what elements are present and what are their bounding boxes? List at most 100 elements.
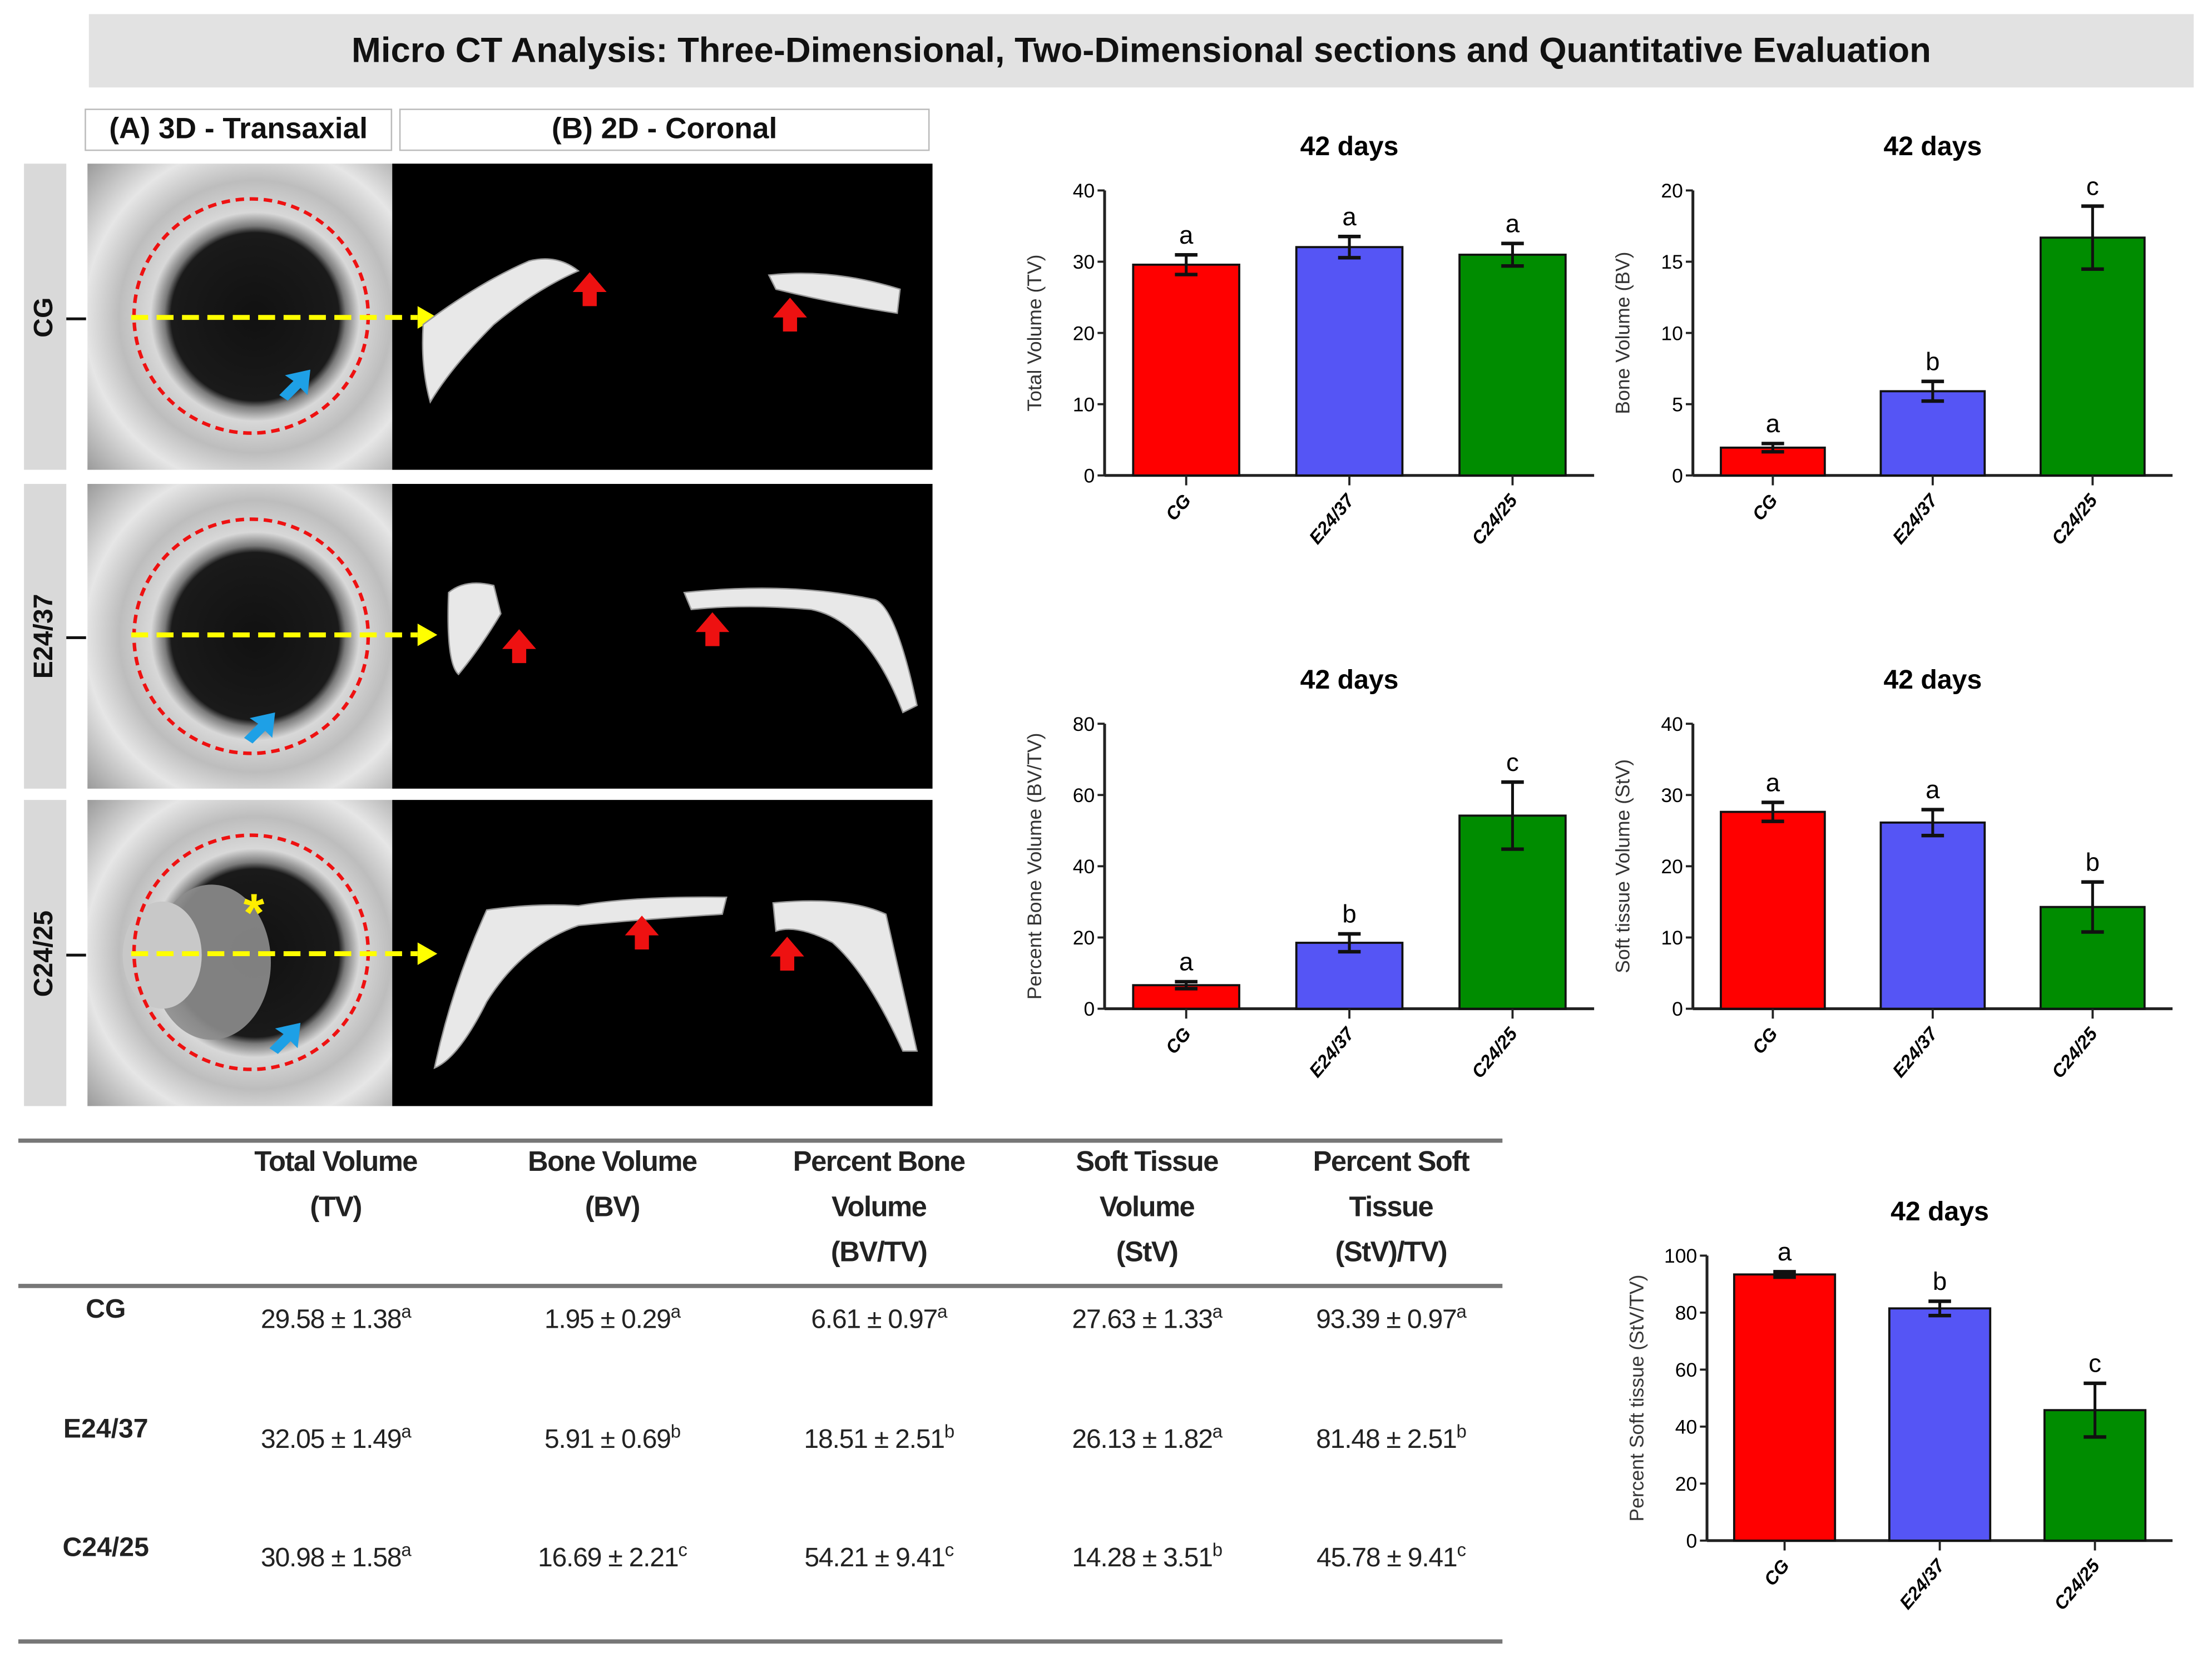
y-tick-label: 20 bbox=[1661, 855, 1683, 878]
y-tick-label: 40 bbox=[1073, 855, 1095, 878]
cell-value: 14.28 ± 3.51 bbox=[1072, 1544, 1213, 1574]
significance-superscript: a bbox=[1212, 1300, 1223, 1322]
table-cell: 27.63 ± 1.33a bbox=[1020, 1301, 1274, 1337]
section-arrow-icon bbox=[417, 306, 438, 329]
y-tick-label: 10 bbox=[1661, 927, 1683, 949]
x-tick-label: C24/25 bbox=[1467, 1023, 1521, 1082]
row-header: E24/37 bbox=[63, 1415, 149, 1445]
row-header: CG bbox=[86, 1295, 126, 1325]
y-tick-label: 40 bbox=[1661, 713, 1683, 735]
y-axis-label: Bone Volume (BV) bbox=[1612, 252, 1634, 414]
column-header: (StV) bbox=[1116, 1237, 1179, 1269]
x-tick-label: E24/37 bbox=[1305, 489, 1359, 548]
y-tick-label: 60 bbox=[1073, 784, 1095, 807]
row-tick bbox=[66, 316, 86, 320]
significance-letter: c bbox=[2089, 1349, 2101, 1378]
x-tick-label: C24/25 bbox=[2050, 1555, 2104, 1614]
blue-arrow-icon bbox=[244, 712, 275, 744]
table-bottom-rule bbox=[18, 1639, 1503, 1644]
bar-chart-2: 42 days Bone Volume (BV) 0 5 10 15 20 a CG b E24/3… bbox=[1608, 120, 2200, 572]
asterisk-marker: * bbox=[244, 883, 265, 943]
column-header: Tissue bbox=[1349, 1192, 1434, 1224]
column-header: Total Volume bbox=[254, 1147, 418, 1178]
chart-title: 42 days bbox=[1883, 131, 1982, 161]
table-cell: 1.95 ± 0.29a bbox=[486, 1301, 740, 1337]
column-header: Volume bbox=[832, 1192, 927, 1224]
cell-value: 81.48 ± 2.51 bbox=[1316, 1425, 1457, 1455]
bone-fragment bbox=[447, 582, 502, 676]
significance-superscript: a bbox=[670, 1300, 681, 1322]
significance-letter: a bbox=[1766, 409, 1780, 438]
x-tick-label: CG bbox=[1161, 1023, 1195, 1058]
table-cell: 5.91 ± 0.69b bbox=[486, 1421, 740, 1456]
table-header-rule bbox=[18, 1284, 1503, 1288]
x-tick-label: C24/25 bbox=[1467, 490, 1521, 549]
significance-superscript: a bbox=[401, 1300, 411, 1322]
y-tick-label: 0 bbox=[1083, 464, 1095, 487]
x-tick-label: CG bbox=[1748, 1023, 1782, 1058]
y-tick-label: 20 bbox=[1073, 927, 1095, 949]
table-top-rule bbox=[18, 1138, 1503, 1143]
bar-chart-1: 42 days Total Volume (TV) 0 10 20 30 40 a CG a E24… bbox=[1016, 120, 1622, 572]
panel-label-2d: (B) 2D - Coronal bbox=[399, 108, 930, 151]
table-cell: 16.69 ± 2.21c bbox=[486, 1539, 740, 1575]
y-tick-label: 10 bbox=[1073, 393, 1095, 416]
significance-letter: a bbox=[1766, 768, 1780, 797]
row-tick bbox=[66, 636, 86, 639]
significance-letter: c bbox=[1506, 748, 1519, 776]
bar bbox=[1879, 390, 1986, 477]
cell-value: 5.91 ± 0.69 bbox=[544, 1425, 671, 1455]
column-header: Percent Bone bbox=[793, 1147, 966, 1178]
chart-title: 42 days bbox=[1300, 665, 1399, 695]
cell-value: 18.51 ± 2.51 bbox=[804, 1425, 945, 1455]
bar bbox=[1295, 246, 1404, 477]
bar bbox=[2040, 236, 2146, 477]
column-header: Soft Tissue bbox=[1076, 1147, 1219, 1178]
cell-value: 26.13 ± 1.82 bbox=[1072, 1425, 1213, 1455]
bone-fragment bbox=[422, 258, 580, 404]
bar-chart-3: 42 days Percent Bone Volume (BV/TV) 0 20 40 6… bbox=[1016, 653, 1622, 1105]
significance-letter: a bbox=[1506, 209, 1520, 238]
significance-letter: a bbox=[1778, 1238, 1792, 1266]
bone-fragment bbox=[433, 896, 728, 1070]
y-tick-label: 100 bbox=[1664, 1245, 1697, 1267]
significance-superscript: a bbox=[937, 1300, 947, 1322]
x-tick-label: C24/25 bbox=[2047, 490, 2101, 549]
table-cell: 18.51 ± 2.51b bbox=[752, 1421, 1006, 1456]
chart-title: 42 days bbox=[1883, 665, 1982, 695]
column-header: Volume bbox=[1099, 1192, 1195, 1224]
x-tick-label: CG bbox=[1760, 1555, 1793, 1590]
significance-superscript: c bbox=[944, 1539, 954, 1561]
bar bbox=[1458, 254, 1567, 477]
cell-value: 6.61 ± 0.97 bbox=[811, 1305, 938, 1335]
cell-value: 32.05 ± 1.49 bbox=[260, 1425, 402, 1455]
table-cell: 29.58 ± 1.38a bbox=[209, 1301, 463, 1337]
bar bbox=[1879, 821, 1986, 1010]
significance-letter: b bbox=[1342, 900, 1356, 928]
cell-value: 93.39 ± 0.97 bbox=[1316, 1305, 1457, 1335]
panel-label-3d: (A) 3D - Transaxial bbox=[85, 108, 393, 151]
cell-value: 16.69 ± 2.21 bbox=[537, 1544, 679, 1574]
significance-superscript: c bbox=[678, 1539, 687, 1561]
table-cell: 45.78 ± 9.41c bbox=[1264, 1539, 1518, 1575]
bone-fragment bbox=[772, 900, 918, 1052]
x-tick-label: E24/37 bbox=[1888, 1023, 1942, 1081]
row-label-3: C24/25 bbox=[24, 800, 67, 1106]
table-cell: 14.28 ± 3.51b bbox=[1020, 1539, 1274, 1575]
bar-chart-5: 42 days Percent Soft tissue (StV/TV) 0 20 40… bbox=[1622, 1185, 2187, 1637]
column-header: (StV)/TV) bbox=[1335, 1237, 1448, 1269]
column-header: Bone Volume bbox=[527, 1147, 697, 1178]
y-axis-label: Percent Bone Volume (BV/TV) bbox=[1023, 733, 1046, 1000]
x-tick-label: E24/37 bbox=[1305, 1023, 1359, 1081]
y-tick-label: 30 bbox=[1661, 784, 1683, 807]
table-cell: 26.13 ± 1.82a bbox=[1020, 1421, 1274, 1456]
x-tick-label: C24/25 bbox=[2047, 1023, 2101, 1082]
significance-letter: a bbox=[1342, 202, 1357, 231]
x-tick-label: E24/37 bbox=[1896, 1555, 1949, 1613]
red-arrow-icon bbox=[502, 629, 536, 664]
significance-letter: a bbox=[1179, 948, 1194, 976]
x-tick-label: E24/37 bbox=[1888, 489, 1942, 548]
significance-superscript: b bbox=[670, 1421, 681, 1442]
bar bbox=[1720, 810, 1826, 1010]
